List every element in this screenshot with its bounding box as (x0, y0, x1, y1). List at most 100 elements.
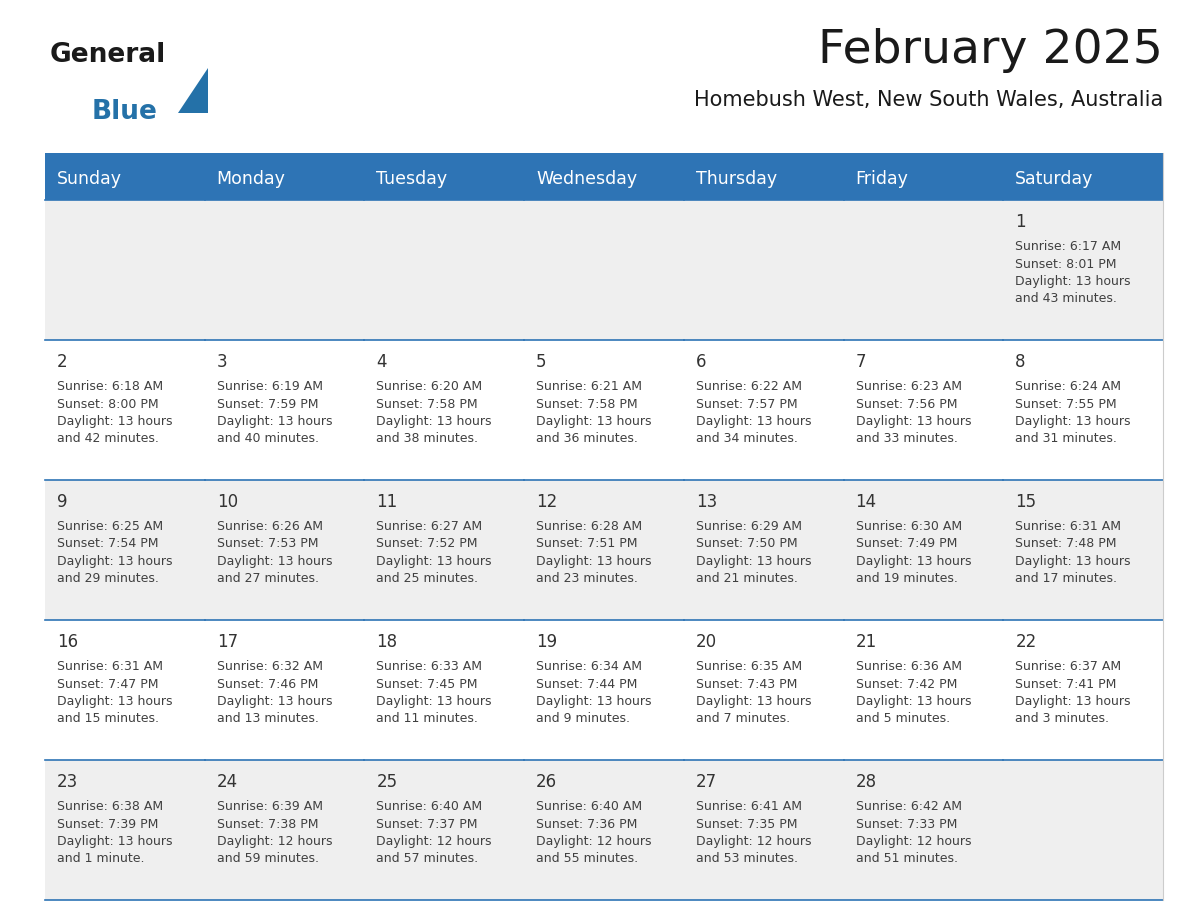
Text: 14: 14 (855, 493, 877, 511)
Bar (1004, 620, 1163, 760)
Text: Daylight: 13 hours: Daylight: 13 hours (1016, 275, 1131, 288)
Text: 7: 7 (855, 353, 866, 371)
Bar (684, 480, 843, 620)
Bar (1004, 760, 1163, 900)
Text: 16: 16 (57, 633, 78, 651)
Text: Daylight: 13 hours: Daylight: 13 hours (57, 415, 172, 428)
Text: and 1 minute.: and 1 minute. (57, 853, 145, 866)
Text: and 42 minutes.: and 42 minutes. (57, 432, 159, 445)
Text: and 57 minutes.: and 57 minutes. (377, 853, 479, 866)
Text: Daylight: 12 hours: Daylight: 12 hours (377, 835, 492, 848)
Text: Sunrise: 6:30 AM: Sunrise: 6:30 AM (855, 520, 962, 533)
Text: Daylight: 13 hours: Daylight: 13 hours (696, 695, 811, 708)
Text: Daylight: 13 hours: Daylight: 13 hours (377, 695, 492, 708)
Text: and 19 minutes.: and 19 minutes. (855, 573, 958, 586)
Bar (365, 158, 524, 200)
Bar (45, 158, 204, 200)
Text: and 29 minutes.: and 29 minutes. (57, 573, 159, 586)
Bar (684, 760, 843, 900)
Bar (45, 200, 204, 340)
Text: 13: 13 (696, 493, 718, 511)
Bar (843, 340, 1004, 480)
Text: Sunrise: 6:36 AM: Sunrise: 6:36 AM (855, 660, 961, 673)
Text: Sunset: 7:38 PM: Sunset: 7:38 PM (216, 818, 318, 831)
Text: 21: 21 (855, 633, 877, 651)
Text: Sunrise: 6:19 AM: Sunrise: 6:19 AM (216, 380, 323, 393)
Text: 23: 23 (57, 773, 78, 791)
Bar (204, 620, 365, 760)
Text: Daylight: 13 hours: Daylight: 13 hours (1016, 415, 1131, 428)
Bar (684, 340, 843, 480)
Text: Sunrise: 6:20 AM: Sunrise: 6:20 AM (377, 380, 482, 393)
Polygon shape (178, 68, 208, 113)
Text: February 2025: February 2025 (819, 28, 1163, 73)
Text: and 25 minutes.: and 25 minutes. (377, 573, 479, 586)
Text: and 34 minutes.: and 34 minutes. (696, 432, 797, 445)
Text: Sunset: 7:55 PM: Sunset: 7:55 PM (1016, 397, 1117, 410)
Text: Sunset: 7:36 PM: Sunset: 7:36 PM (536, 818, 638, 831)
Text: Daylight: 12 hours: Daylight: 12 hours (696, 835, 811, 848)
Text: and 53 minutes.: and 53 minutes. (696, 853, 798, 866)
Text: and 36 minutes.: and 36 minutes. (536, 432, 638, 445)
Text: Blue: Blue (91, 99, 158, 125)
Bar (524, 760, 684, 900)
Bar (365, 760, 524, 900)
Text: and 15 minutes.: and 15 minutes. (57, 712, 159, 725)
Bar (843, 760, 1004, 900)
Text: Sunday: Sunday (57, 170, 122, 188)
Text: Daylight: 12 hours: Daylight: 12 hours (216, 835, 333, 848)
Text: General: General (50, 42, 166, 68)
Text: Saturday: Saturday (1016, 170, 1094, 188)
Bar (843, 200, 1004, 340)
Text: Daylight: 13 hours: Daylight: 13 hours (57, 555, 172, 568)
Text: 17: 17 (216, 633, 238, 651)
Text: Sunrise: 6:29 AM: Sunrise: 6:29 AM (696, 520, 802, 533)
Text: and 40 minutes.: and 40 minutes. (216, 432, 318, 445)
Text: Thursday: Thursday (696, 170, 777, 188)
Text: Sunset: 7:47 PM: Sunset: 7:47 PM (57, 677, 158, 690)
Text: and 33 minutes.: and 33 minutes. (855, 432, 958, 445)
Text: and 23 minutes.: and 23 minutes. (536, 573, 638, 586)
Text: Sunset: 7:51 PM: Sunset: 7:51 PM (536, 538, 638, 551)
Text: Daylight: 13 hours: Daylight: 13 hours (855, 555, 971, 568)
Text: Sunrise: 6:42 AM: Sunrise: 6:42 AM (855, 800, 961, 813)
Text: Homebush West, New South Wales, Australia: Homebush West, New South Wales, Australi… (694, 90, 1163, 110)
Text: Sunrise: 6:40 AM: Sunrise: 6:40 AM (377, 800, 482, 813)
Text: 10: 10 (216, 493, 238, 511)
Text: Sunrise: 6:35 AM: Sunrise: 6:35 AM (696, 660, 802, 673)
Text: 1: 1 (1016, 213, 1026, 231)
Text: and 7 minutes.: and 7 minutes. (696, 712, 790, 725)
Bar (524, 620, 684, 760)
Text: 20: 20 (696, 633, 718, 651)
Bar (843, 158, 1004, 200)
Text: and 21 minutes.: and 21 minutes. (696, 573, 797, 586)
Text: 18: 18 (377, 633, 398, 651)
Text: Daylight: 13 hours: Daylight: 13 hours (855, 695, 971, 708)
Text: Sunrise: 6:37 AM: Sunrise: 6:37 AM (1016, 660, 1121, 673)
Text: Sunset: 7:46 PM: Sunset: 7:46 PM (216, 677, 318, 690)
Text: Sunrise: 6:25 AM: Sunrise: 6:25 AM (57, 520, 163, 533)
Bar (1004, 340, 1163, 480)
Text: Daylight: 13 hours: Daylight: 13 hours (536, 415, 652, 428)
Text: Wednesday: Wednesday (536, 170, 637, 188)
Text: Daylight: 13 hours: Daylight: 13 hours (536, 695, 652, 708)
Bar (204, 760, 365, 900)
Bar (684, 200, 843, 340)
Text: Sunset: 7:59 PM: Sunset: 7:59 PM (216, 397, 318, 410)
Text: Sunset: 7:58 PM: Sunset: 7:58 PM (377, 397, 478, 410)
Text: Sunset: 7:41 PM: Sunset: 7:41 PM (1016, 677, 1117, 690)
Text: and 5 minutes.: and 5 minutes. (855, 712, 949, 725)
Text: Sunrise: 6:34 AM: Sunrise: 6:34 AM (536, 660, 643, 673)
Text: Sunrise: 6:22 AM: Sunrise: 6:22 AM (696, 380, 802, 393)
Text: Sunset: 7:49 PM: Sunset: 7:49 PM (855, 538, 958, 551)
Text: and 31 minutes.: and 31 minutes. (1016, 432, 1117, 445)
Bar (204, 200, 365, 340)
Text: Daylight: 13 hours: Daylight: 13 hours (216, 415, 333, 428)
Bar (524, 480, 684, 620)
Text: 25: 25 (377, 773, 398, 791)
Text: Sunrise: 6:17 AM: Sunrise: 6:17 AM (1016, 240, 1121, 253)
Text: Sunrise: 6:27 AM: Sunrise: 6:27 AM (377, 520, 482, 533)
Text: Sunset: 7:44 PM: Sunset: 7:44 PM (536, 677, 638, 690)
Text: Sunrise: 6:39 AM: Sunrise: 6:39 AM (216, 800, 323, 813)
Text: Daylight: 13 hours: Daylight: 13 hours (536, 555, 652, 568)
